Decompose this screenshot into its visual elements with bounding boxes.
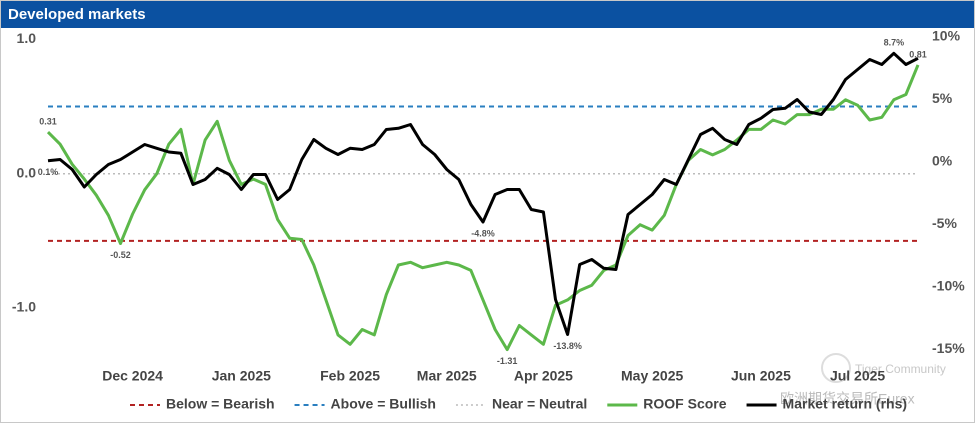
y2-tick-label: 10% (932, 28, 961, 44)
y-tick-label: 0.0 (17, 164, 37, 180)
y2-tick-label: -10% (932, 278, 965, 294)
title-bar (1, 1, 974, 28)
x-tick-label: Mar 2025 (417, 368, 477, 384)
y-tick-label: 1.0 (17, 30, 37, 46)
legend-label: Near = Neutral (492, 396, 587, 412)
legend-label: Market return (rhs) (783, 396, 907, 412)
y2-tick-label: 0% (932, 153, 953, 169)
data-label: 8.7% (884, 38, 905, 48)
data-label: 0.81 (909, 49, 927, 59)
x-tick-label: Feb 2025 (320, 368, 380, 384)
chart-title: Developed markets (8, 6, 146, 23)
data-label: -0.52 (110, 250, 131, 260)
x-tick-label: May 2025 (621, 368, 683, 384)
series-line (47, 51, 919, 336)
x-tick-label: Apr 2025 (514, 368, 573, 384)
data-label: -4.8% (471, 228, 495, 238)
legend-label: Below = Bearish (166, 396, 275, 412)
x-tick-label: Dec 2024 (102, 368, 163, 384)
x-tick-label: Jun 2025 (731, 368, 791, 384)
watermark: Tiger Community (855, 362, 946, 376)
x-tick-label: Jul 2025 (830, 368, 885, 384)
data-label: 0.31 (39, 116, 57, 126)
y2-tick-label: -5% (932, 215, 957, 231)
data-label: 0.1% (38, 167, 59, 177)
y-tick-label: -1.0 (12, 299, 36, 315)
legend-label: Above = Bullish (331, 396, 436, 412)
watermark-logo (821, 353, 851, 383)
data-label: -1.31 (497, 356, 518, 366)
legend-label: ROOF Score (643, 396, 726, 412)
x-tick-label: Jan 2025 (212, 368, 271, 384)
watermark: 欧洲期货交易所Eurex (780, 391, 915, 407)
y2-tick-label: -15% (932, 340, 965, 356)
y2-tick-label: 5% (932, 90, 953, 106)
data-label: -13.8% (553, 341, 582, 351)
